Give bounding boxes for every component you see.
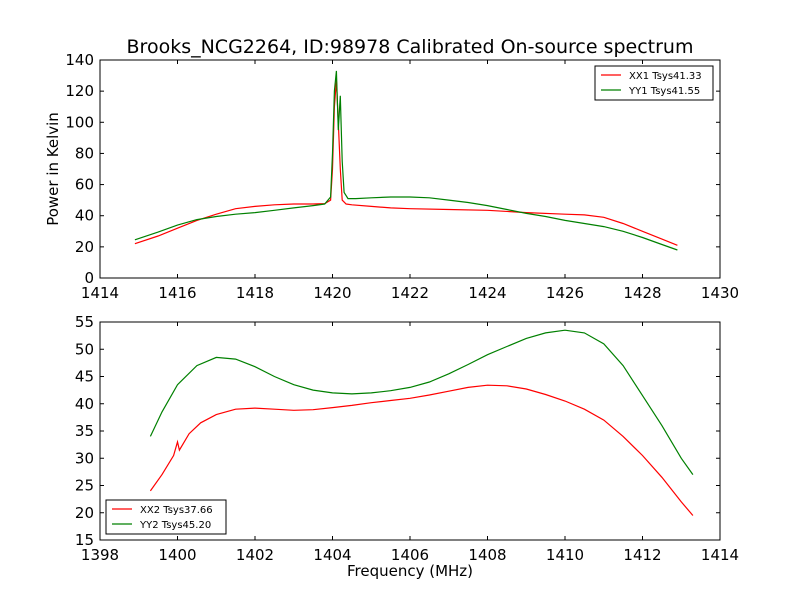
- top-x-tick-label: 1420: [313, 284, 351, 302]
- bottom-legend-label-2: YY2 Tsys45.20: [139, 520, 211, 531]
- top-y-axis-label: Power in Kelvin: [44, 112, 62, 226]
- top-y-tick-label: 0: [84, 269, 94, 287]
- bottom-series-line-1: [149, 384, 694, 516]
- top-y-tick-label: 20: [75, 238, 94, 256]
- top-series-line-1: [134, 80, 678, 246]
- top-legend-box: [594, 65, 714, 101]
- top-y-tick-label: 40: [75, 207, 94, 225]
- bottom-y-tick-label: 35: [75, 422, 94, 440]
- top-legend: XX1 Tsys41.33 YY1 Tsys41.55: [594, 65, 714, 101]
- bottom-y-tick-label: 50: [75, 340, 94, 358]
- top-legend-label-2: YY1 Tsys41.55: [628, 86, 700, 97]
- bottom-y-tick-label: 30: [75, 449, 94, 467]
- bottom-x-tick-label: 1408: [468, 546, 506, 564]
- top-series-line-2: [134, 70, 678, 251]
- top-x-tick-label: 1422: [391, 284, 429, 302]
- bottom-x-tick-label: 1400: [158, 546, 196, 564]
- bottom-y-tick-label: 15: [75, 531, 94, 549]
- bottom-x-tick-label: 1406: [391, 546, 429, 564]
- top-legend-label-1: XX1 Tsys41.33: [629, 71, 702, 82]
- bottom-y-tick-label: 20: [75, 504, 94, 522]
- bottom-y-tick-label: 25: [75, 477, 94, 495]
- top-y-tick-label: 120: [65, 82, 94, 100]
- bottom-y-tick-label: 40: [75, 395, 94, 413]
- top-plot: 1414 1416 1418 1420 1422 1424 1426 1428 1430 0 20 4…: [44, 51, 739, 302]
- top-x-tick-label: 1416: [158, 284, 196, 302]
- bottom-x-tick-label: 1402: [236, 546, 274, 564]
- bottom-legend-label-1: XX2 Tsys37.66: [140, 505, 213, 516]
- bottom-legend-box: [105, 499, 227, 535]
- bottom-y-tick-label: 45: [75, 368, 94, 386]
- bottom-legend: XX2 Tsys37.66 YY2 Tsys45.20: [105, 499, 227, 535]
- top-y-tick-label: 140: [65, 51, 94, 69]
- bottom-x-tick-label: 1410: [546, 546, 584, 564]
- bottom-plot: 1398 1400 1402 1404 1406 1408 1410 1412 1414 15 20…: [75, 313, 739, 580]
- top-x-tick-label: 1428: [623, 284, 661, 302]
- bottom-series-line-2: [149, 329, 694, 475]
- top-x-tick-label: 1414: [81, 284, 119, 302]
- bottom-x-tick-label: 1398: [81, 546, 119, 564]
- top-x-tick-label: 1426: [546, 284, 584, 302]
- bottom-x-axis-label: Frequency (MHz): [347, 562, 473, 580]
- top-y-tick-label: 60: [75, 176, 94, 194]
- bottom-x-tick-label: 1414: [701, 546, 739, 564]
- figure-title: Brooks_NCG2264, ID:98978 Calibrated On-s…: [127, 36, 694, 58]
- top-x-tick-label: 1424: [468, 284, 506, 302]
- bottom-y-tick-label: 55: [75, 313, 94, 331]
- top-y-tick-label: 80: [75, 144, 94, 162]
- bottom-x-tick-label: 1404: [313, 546, 351, 564]
- top-x-tick-label: 1418: [236, 284, 274, 302]
- top-y-tick-label: 100: [65, 113, 94, 131]
- top-x-tick-label: 1430: [701, 284, 739, 302]
- bottom-x-tick-label: 1412: [623, 546, 661, 564]
